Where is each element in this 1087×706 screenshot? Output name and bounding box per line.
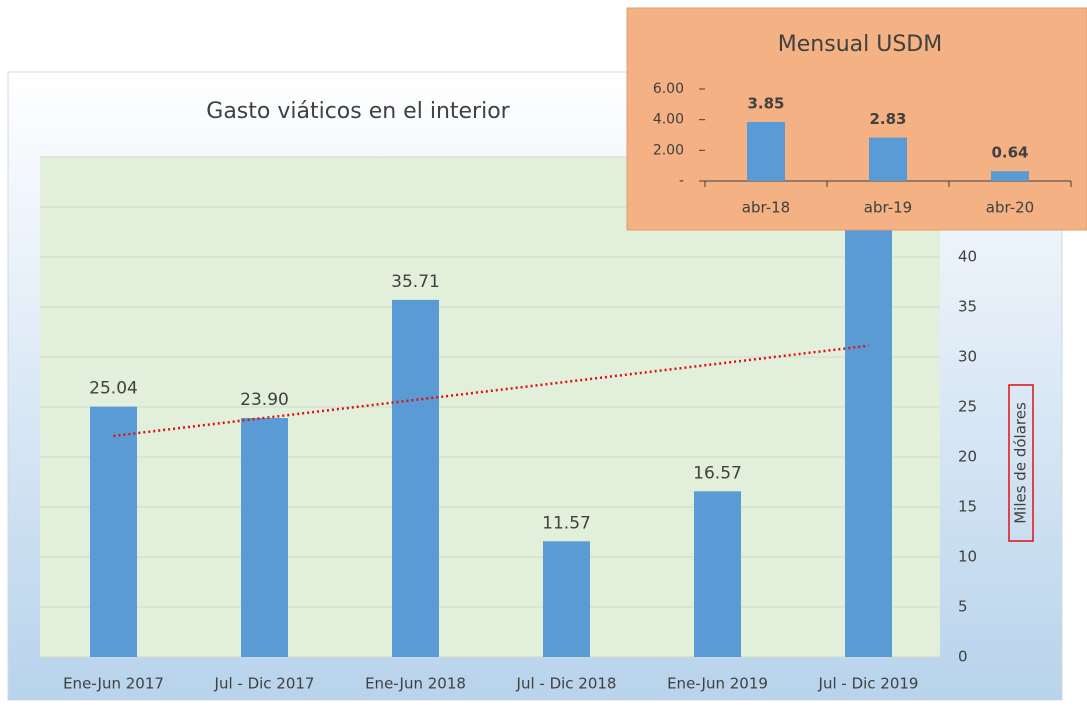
x-tick-label: abr-20 bbox=[986, 199, 1034, 217]
y-tick-label: 5 bbox=[958, 598, 968, 616]
y-tick-label: 20 bbox=[958, 448, 977, 466]
y-tick-label: 40 bbox=[958, 248, 977, 266]
data-label: 3.85 bbox=[747, 94, 784, 112]
y-tick-label: 6.00 bbox=[653, 81, 684, 97]
x-tick-label: Ene-Jun 2019 bbox=[667, 675, 768, 693]
bar bbox=[90, 406, 137, 657]
bar bbox=[694, 491, 741, 657]
y-tick-label: 30 bbox=[958, 348, 977, 366]
chart-title: Gasto viáticos en el interior bbox=[206, 99, 510, 124]
data-label: 23.90 bbox=[240, 390, 289, 410]
x-tick-label: abr-19 bbox=[864, 199, 912, 217]
inset-background bbox=[626, 7, 1087, 231]
x-tick-label: Jul - Dic 2018 bbox=[516, 675, 617, 693]
x-tick-label: Jul - Dic 2019 bbox=[818, 675, 919, 693]
bar bbox=[869, 137, 907, 181]
bar bbox=[392, 299, 439, 657]
y-tick-label: 0 bbox=[958, 648, 968, 666]
trendline bbox=[113, 344, 869, 438]
data-label: 25.04 bbox=[89, 379, 138, 399]
x-tick-label: abr-18 bbox=[742, 199, 790, 217]
x-tick-label: Ene-Jun 2017 bbox=[63, 675, 164, 693]
data-label: 16.57 bbox=[693, 463, 742, 483]
x-tick-label: Ene-Jun 2018 bbox=[365, 675, 466, 693]
bar bbox=[747, 121, 785, 181]
y-tick-label: 15 bbox=[958, 498, 977, 516]
y-tick-label: 4.00 bbox=[653, 112, 684, 128]
y-tick-label: 2.00 bbox=[653, 142, 684, 158]
data-label: 11.57 bbox=[542, 513, 591, 533]
y-tick-label: 10 bbox=[958, 548, 977, 566]
bar bbox=[241, 418, 288, 657]
bar bbox=[543, 541, 590, 657]
bar bbox=[991, 171, 1029, 181]
x-tick-label: Jul - Dic 2017 bbox=[214, 675, 315, 693]
data-label: 0.64 bbox=[991, 144, 1028, 162]
bar bbox=[845, 188, 892, 657]
y-tick-label: - bbox=[679, 173, 684, 189]
y-axis-label-box bbox=[1008, 384, 1034, 542]
chart-title: Mensual USDM bbox=[778, 32, 942, 57]
y-axis-label: Miles de dólares bbox=[1012, 402, 1030, 524]
y-tick-label: 25 bbox=[958, 398, 977, 416]
data-label: 35.71 bbox=[391, 272, 440, 292]
data-label: 2.83 bbox=[869, 110, 906, 128]
y-tick-label: 35 bbox=[958, 298, 977, 316]
